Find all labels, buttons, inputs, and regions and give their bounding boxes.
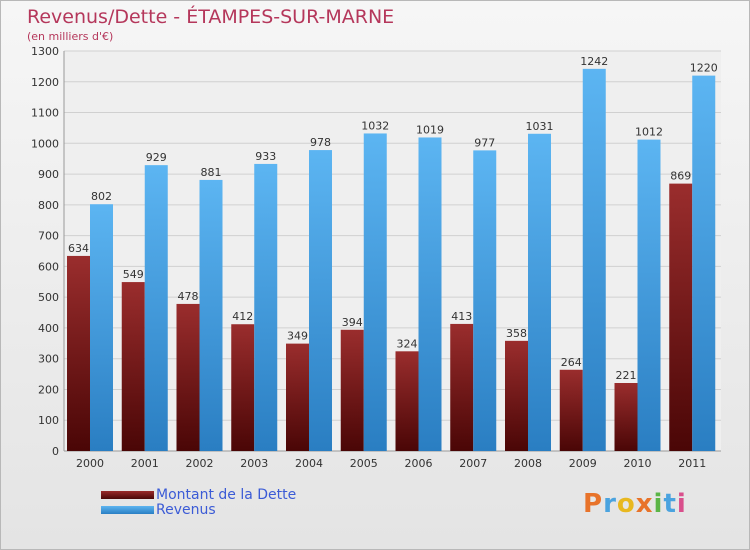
chart-title: Revenus/Dette - ÉTAMPES-SUR-MARNE [27,6,395,28]
bar-revenus [418,137,442,451]
logo-letter: o [616,489,636,519]
bar-dette [450,323,474,451]
value-label-dette: 478 [178,290,199,303]
value-label-revenus: 977 [474,136,495,149]
x-tick-label: 2007 [459,457,487,470]
bar-revenus [528,133,551,451]
value-label-revenus: 1031 [526,120,554,133]
y-tick-label: 900 [38,168,59,181]
value-label-revenus: 933 [255,150,276,163]
bar-revenus [254,163,278,451]
x-tick-label: 2008 [514,457,542,470]
value-label-dette: 264 [561,356,582,369]
bar-revenus [144,165,168,451]
proxiti-logo: Proxiti [583,489,687,519]
y-tick-label: 100 [38,414,59,427]
value-label-dette: 869 [670,170,691,183]
x-tick-label: 2010 [624,457,652,470]
value-label-dette: 412 [232,310,253,323]
legend-swatch-revenus [101,505,154,514]
x-tick-label: 2003 [240,457,268,470]
bar-revenus [582,68,606,451]
bar-dette [669,183,693,451]
bar-dette [286,343,309,451]
y-tick-label: 1000 [31,137,59,150]
value-label-revenus: 1220 [690,62,718,75]
y-tick-label: 1100 [31,107,59,120]
logo-letter: t [663,489,677,519]
bar-revenus [90,204,113,451]
value-label-dette: 358 [506,327,527,340]
value-label-dette: 413 [451,310,472,323]
bar-revenus [637,139,661,451]
bar-dette [559,369,583,451]
value-label-revenus: 1019 [416,123,444,136]
value-label-dette: 394 [342,316,363,329]
logo-letter: P [583,489,604,519]
value-label-dette: 349 [287,330,308,343]
bar-revenus [692,75,716,451]
x-tick-label: 2005 [350,457,378,470]
legend-label-dette: Montant de la Dette [156,486,297,503]
value-label-dette: 634 [68,242,89,255]
y-tick-label: 400 [38,322,59,335]
value-label-revenus: 881 [201,166,222,179]
value-label-revenus: 1012 [635,126,663,139]
bar-revenus [199,179,223,451]
logo-letter: x [635,489,654,519]
logo-letter: i [653,489,664,519]
value-label-dette: 549 [123,268,144,281]
y-tick-label: 0 [52,445,59,458]
logo-letter: i [676,489,687,519]
x-tick-label: 2009 [569,457,597,470]
value-label-revenus: 1032 [361,119,389,132]
x-tick-label: 2002 [186,457,214,470]
bar-dette [67,255,90,451]
bar-dette [121,282,145,451]
x-tick-label: 2000 [76,457,104,470]
legend-swatch-dette [101,490,154,499]
y-tick-label: 1300 [31,45,59,58]
logo-letter: r [603,489,617,519]
bar-revenus [363,133,387,451]
y-tick-label: 200 [38,383,59,396]
y-tick-label: 1200 [31,76,59,89]
y-tick-label: 500 [38,291,59,304]
value-label-dette: 324 [397,337,418,350]
bar-dette [176,303,200,451]
value-label-revenus: 1242 [580,55,608,68]
legend-item-revenus: Revenus [101,501,296,518]
value-label-dette: 221 [616,369,637,382]
chart-subtitle: (en milliers d'€) [27,30,114,43]
value-label-revenus: 978 [310,136,331,149]
legend-item-dette: Montant de la Dette [101,486,297,503]
x-tick-label: 2004 [295,457,323,470]
plot-area [64,51,721,451]
y-tick-label: 700 [38,230,59,243]
x-tick-label: 2006 [405,457,433,470]
value-label-revenus: 929 [146,151,167,164]
y-tick-label: 300 [38,353,59,366]
legend-label-revenus: Revenus [156,501,216,518]
y-tick-label: 800 [38,199,59,212]
bar-revenus [473,150,497,451]
bar-revenus [309,150,332,452]
bar-dette [614,383,638,451]
bar-dette [395,351,419,451]
x-tick-label: 2001 [131,457,159,470]
x-tick-label: 2011 [678,457,706,470]
chart-legend: Montant de la Dette Revenus [101,486,297,518]
bar-dette [231,324,255,451]
y-tick-label: 600 [38,260,59,273]
bar-dette [505,340,528,451]
bar-dette [340,329,364,451]
value-label-revenus: 802 [91,190,112,203]
